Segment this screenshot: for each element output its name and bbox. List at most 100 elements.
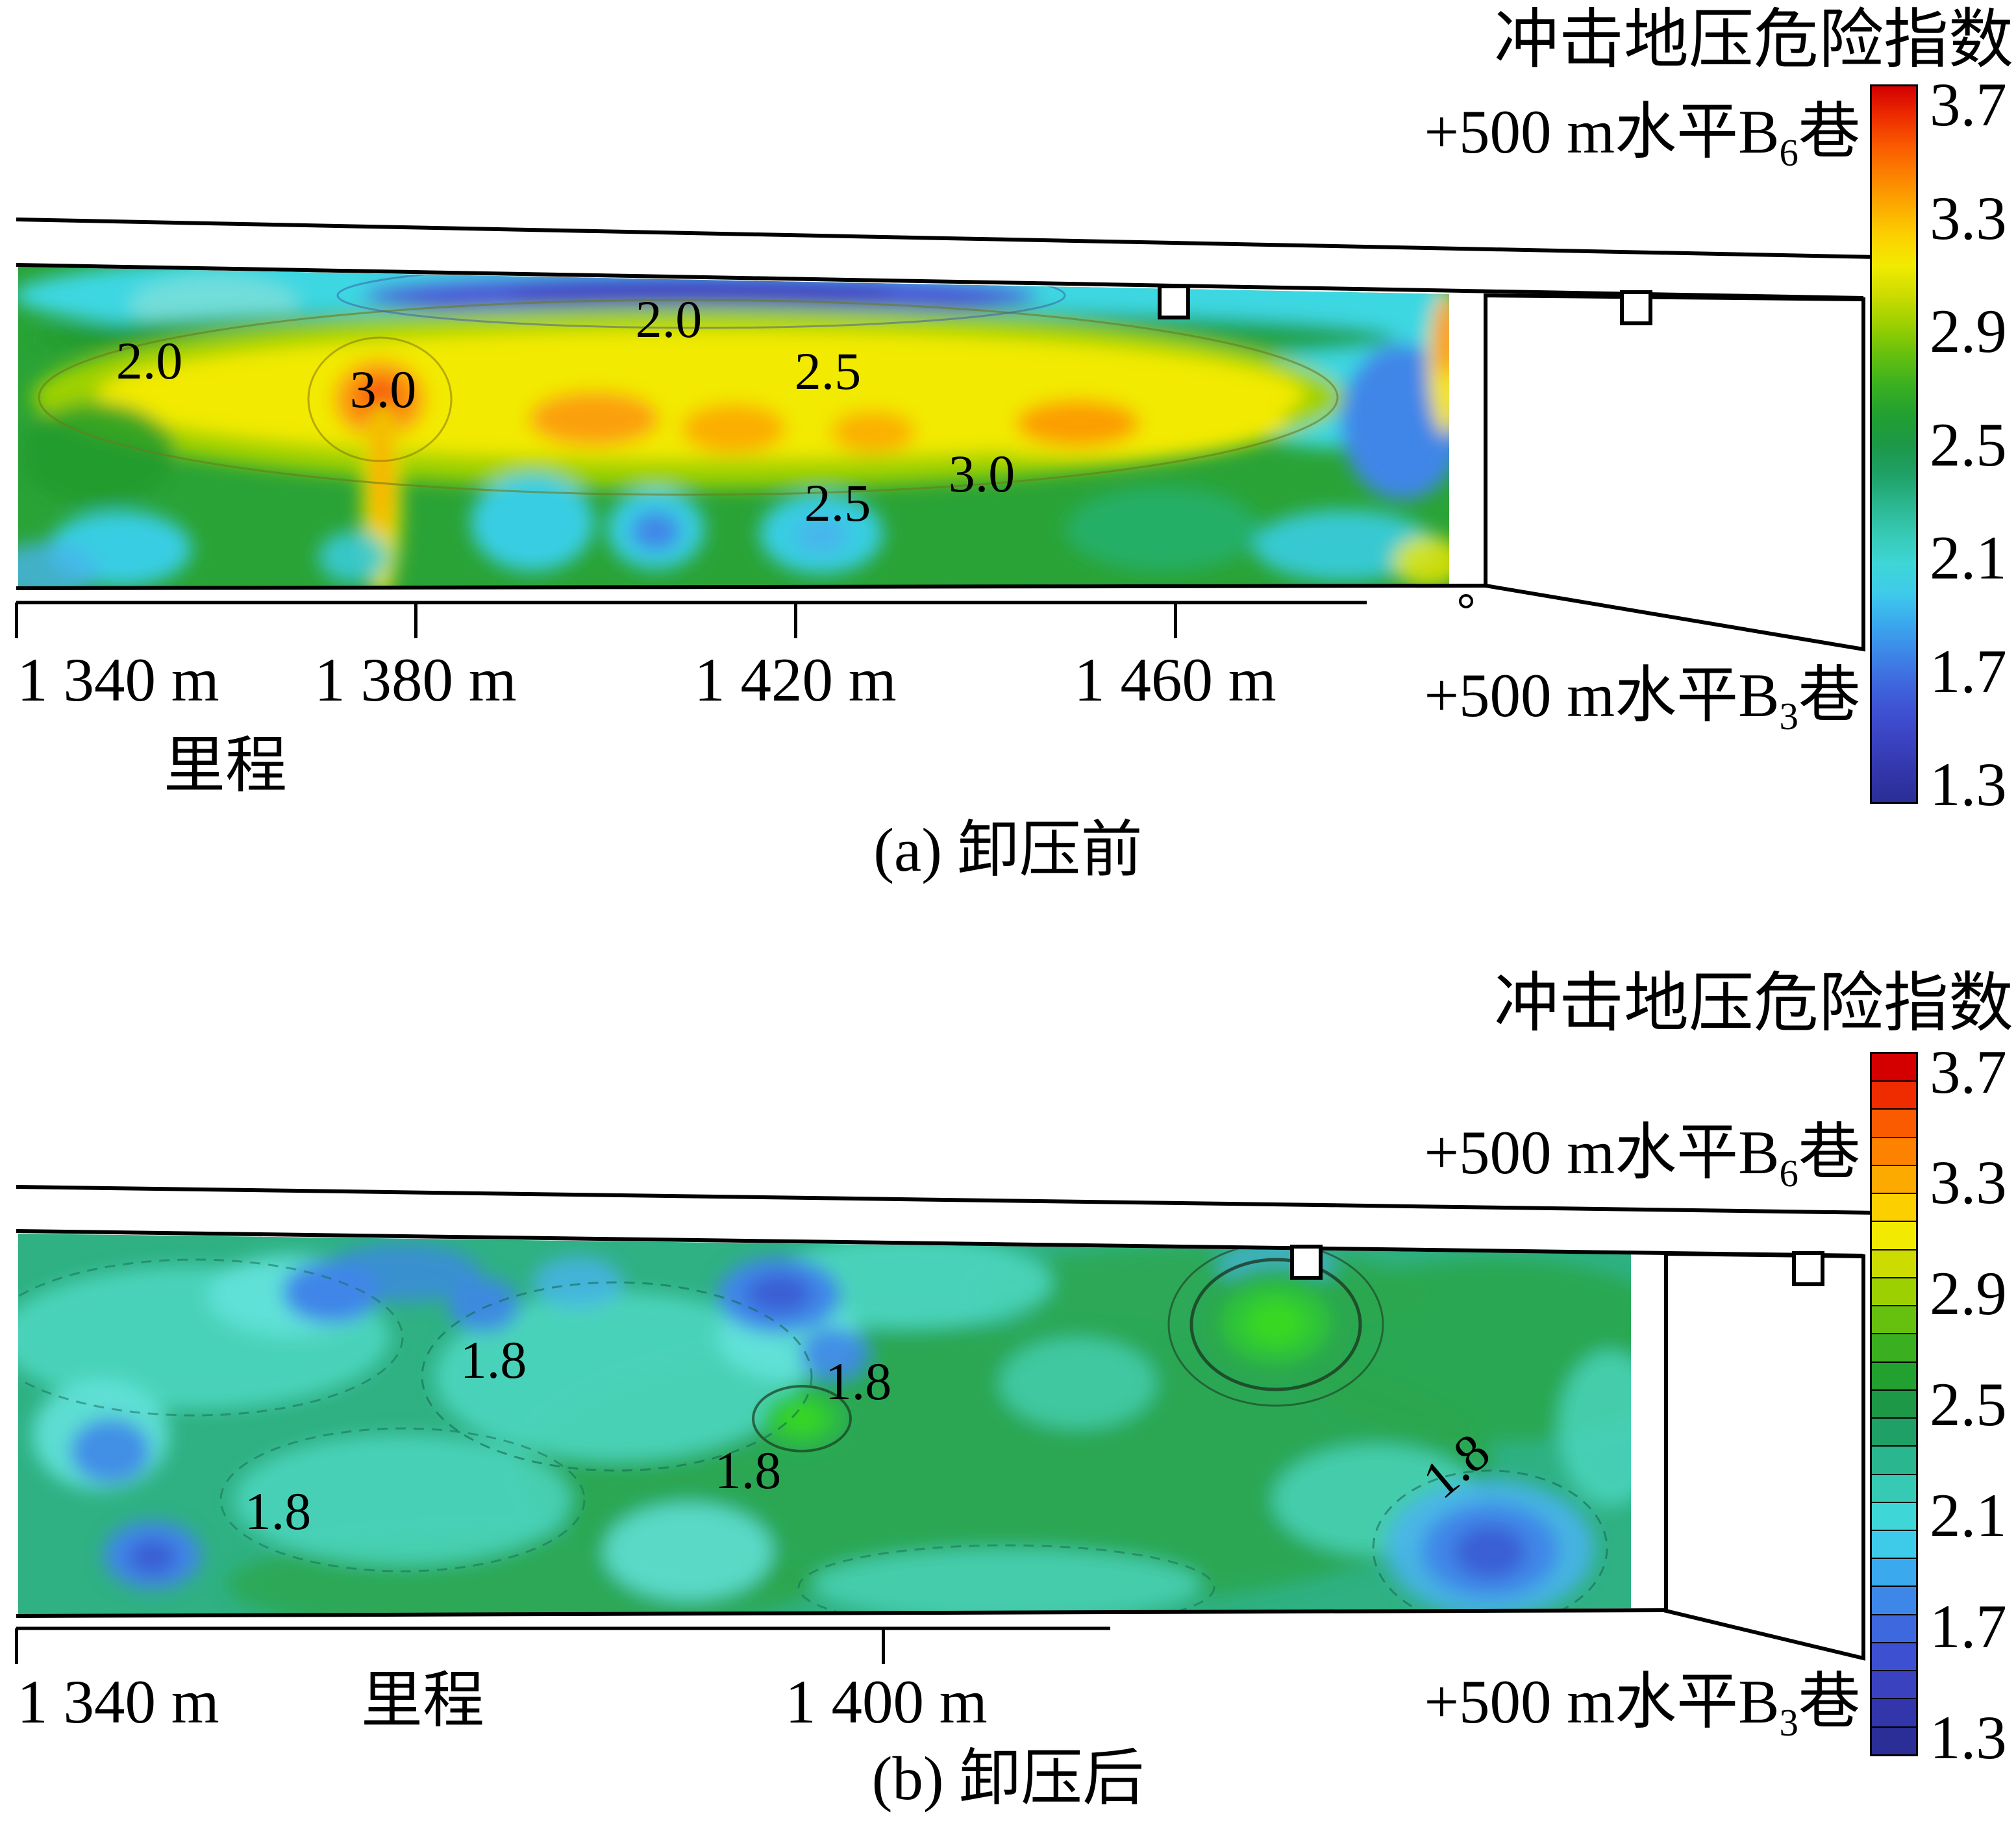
heat-blob [358,379,402,420]
heatmap-b-blobs [18,1237,1631,1616]
heat-blob [1558,1350,1631,1506]
crosscut-notch-a2 [1620,290,1652,325]
colorbar-segment [1872,1306,1916,1335]
roadway-b3-prefix: +500 m水平B [1424,661,1780,730]
heat-blob [234,1435,571,1565]
heatmap-b-contour-lines [18,1242,1608,1616]
colorbar-segment [1872,1278,1916,1307]
colorbar-segment [1872,1334,1916,1363]
roadway-b3-label-b: +500 m水平B3巷 [1424,1667,1860,1745]
contour-ring [1189,1258,1362,1391]
roadway-b3-label-a: +500 m水平B3巷 [1424,661,1860,738]
colorbar-b [1870,1052,1918,1756]
heat-blob [471,474,594,571]
roadway-b6-lower-line-b [16,1229,1864,1258]
colorbar-segment [1872,1082,1916,1110]
colorbar-title-a: 冲击地压危险指数 [1494,4,2013,76]
colorbar-segment [1872,1502,1916,1531]
roadway-b3-suffix: 巷 [1798,1667,1860,1736]
colorbar-segment [1872,1419,1916,1447]
contour-value-label: 2.0 [116,331,183,390]
heat-blob [1436,299,1449,377]
crosscut-notch-b2 [1792,1251,1824,1286]
heat-blob [435,1292,799,1461]
colorbar-segment [1872,1530,1916,1560]
crosscut-notch-b1 [1290,1245,1323,1280]
mileage-tick-label: 1 340 m [17,645,219,714]
heat-blob [1247,1301,1305,1345]
heat-blob [795,517,847,553]
colorbar-segment [1872,1671,1916,1700]
contour-value-label: 1.8 [714,1441,782,1500]
contour-value-label: 2.5 [794,342,862,401]
heat-blob [801,1328,868,1380]
contour-ring [307,336,453,462]
colorbar-segment [1872,1165,1916,1195]
contour-ring [336,267,1066,329]
colorbar-segment [1872,1138,1916,1166]
heat-blob [128,1539,177,1575]
colorbar-tick-label: 1.7 [1930,636,2007,706]
heat-blob [70,1419,151,1484]
contour-value-label: 1.8 [244,1482,312,1541]
roadway-b3-suffix: 巷 [1798,661,1860,730]
colorbar-tick-label: 1.7 [1930,1591,2007,1661]
colorbar-segment [1872,1474,1916,1503]
heat-blob [1016,400,1139,447]
mileage-tick [882,1628,885,1664]
colorbar-tick-label: 2.5 [1930,1370,2007,1439]
colorbar-tick-label: 1.3 [1930,750,2007,819]
contour-ring [219,1427,586,1573]
colorbar-tick-label: 2.1 [1930,1480,2007,1550]
contour-value-label: 2.5 [804,473,871,532]
heatmap-a [18,267,1449,587]
contour-ring [38,299,1339,496]
colorbar-segment [1872,1727,1916,1754]
mileage-tick [414,603,417,638]
contour-value-label: 1.8 [825,1352,892,1411]
panel-floor-line-a [16,584,1486,590]
heatmap-a-contour-lines [38,267,1339,496]
mileage-tick-label: 1 340 m [17,1667,219,1736]
mileage-tick-label: 1 420 m [694,645,897,714]
heat-blob [1393,536,1449,587]
heat-blob [1253,510,1435,581]
panel-floor-line-b [16,1608,1667,1618]
roadway-b6-prefix: +500 m水平B [1424,97,1780,166]
roadway-b3-prefix: +500 m水平B [1424,1667,1780,1736]
colorbar-tick-label: 2.9 [1930,297,2007,366]
colorbar-segment [1872,1559,1916,1587]
colorbar-tick-label: 1.3 [1930,1702,2007,1772]
roadway-b6-subscript: 6 [1779,1152,1798,1195]
heat-blob [782,1406,821,1432]
contour-ring [752,1385,852,1452]
unmined-block-outline-b [1664,1251,1865,1661]
contour-value-label: 1.8 [460,1330,527,1389]
colorbar-segment [1872,1250,1916,1278]
colorbar-title-b: 冲击地压危险指数 [1494,967,2013,1039]
heat-blob [506,280,896,311]
roadway-b6-label-b: +500 m水平B6巷 [1424,1118,1860,1195]
colorbar-segment [1872,1194,1916,1223]
colorbar-tick-label: 2.1 [1930,523,2007,593]
heat-blob [831,411,915,453]
roadway-b6-prefix: +500 m水平B [1424,1118,1780,1187]
colorbar-a [1870,84,1918,804]
roadway-b6-subscript: 6 [1779,132,1798,174]
mileage-axis-title-a: 里程 [164,731,288,800]
mileage-tick [15,603,18,638]
heat-blob [747,1274,812,1313]
contour-value-label: 2.0 [635,290,703,349]
heat-blob [19,403,175,506]
heat-blob [532,1256,623,1308]
heatmap-a-blobs [18,267,1449,587]
colorbar-segment [1872,1054,1916,1082]
heat-blob [682,404,786,453]
colorbar-segment [1872,1362,1916,1391]
contour-ring [18,1258,404,1417]
colorbar-tick-label: 3.3 [1930,1148,2007,1217]
roadway-linework [16,218,1879,1661]
heat-blob [1065,487,1260,571]
contour-ring [797,1544,1215,1616]
